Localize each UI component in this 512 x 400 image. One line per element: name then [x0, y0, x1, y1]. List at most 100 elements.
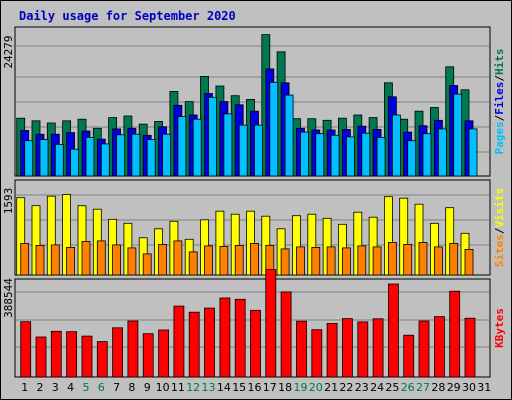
bar-kbytes-day-22: [341, 318, 353, 378]
bar-kbytes-day-21: [326, 322, 338, 378]
x-tick-label-27: 27: [416, 381, 430, 394]
x-tick-label-4: 4: [67, 381, 74, 394]
x-tick-label-22: 22: [339, 381, 353, 394]
bar-pages-day-13: [208, 96, 217, 177]
bar-pages-day-2: [39, 139, 49, 177]
bar-kbytes-day-15: [234, 298, 246, 378]
bar-pages-day-24: [376, 136, 386, 177]
bar-kbytes-day-26: [403, 334, 415, 378]
x-tick-label-7: 7: [113, 381, 120, 394]
bar-pages-day-5: [85, 136, 95, 177]
bar-kbytes-day-2: [35, 336, 47, 378]
bar-pages-day-14: [223, 113, 233, 177]
bar-sites-day-24: [372, 246, 382, 276]
chart-title: Daily usage for September 2020: [19, 9, 236, 23]
x-tick-label-26: 26: [401, 381, 415, 394]
bar-pages-day-15: [238, 124, 248, 177]
bar-kbytes-day-29: [449, 290, 461, 378]
panel-2-legend: Sites/Visits: [493, 188, 506, 268]
bar-pages-day-16: [254, 124, 263, 177]
bar-sites-day-1: [20, 242, 30, 276]
x-tick-label-17: 17: [263, 381, 277, 394]
x-tick-label-1: 1: [21, 381, 28, 394]
bar-pages-day-4: [70, 148, 79, 177]
bar-sites-day-7: [112, 244, 121, 276]
x-tick-label-30: 30: [462, 381, 476, 394]
bar-pages-day-25: [391, 114, 401, 177]
legend-entry-1-2: /: [493, 114, 506, 121]
x-tick-label-2: 2: [37, 381, 44, 394]
bar-pages-day-27: [422, 133, 432, 177]
x-tick-label-11: 11: [171, 381, 185, 394]
bar-pages-day-26: [407, 140, 417, 177]
x-tick-label-8: 8: [128, 381, 135, 394]
legend-entry-1-1: Pages: [493, 121, 506, 154]
legend-entry-1-3: Files: [493, 82, 506, 115]
bar-kbytes-day-16: [250, 309, 261, 378]
bar-kbytes-day-4: [66, 331, 77, 378]
legend-entry-2-1: Sites: [493, 234, 506, 267]
x-tick-label-13: 13: [202, 381, 216, 394]
bar-pages-day-8: [131, 133, 141, 177]
panel-3-legend: KBytes: [493, 308, 506, 348]
legend-entry-2-2: /: [493, 227, 506, 234]
x-tick-label-25: 25: [385, 381, 399, 394]
bar-pages-day-21: [330, 134, 340, 177]
bar-pages-day-19: [300, 131, 309, 177]
bar-sites-day-30: [464, 248, 474, 276]
bar-sites-day-12: [188, 251, 198, 276]
bar-kbytes-day-1: [20, 321, 32, 378]
bar-kbytes-day-18: [280, 291, 292, 378]
bar-kbytes-day-3: [50, 330, 62, 378]
bar-kbytes-day-27: [418, 320, 430, 378]
bar-kbytes-day-25: [387, 283, 399, 378]
x-tick-label-24: 24: [370, 381, 384, 394]
x-tick-label-16: 16: [248, 381, 262, 394]
bar-kbytes-day-9: [142, 333, 154, 378]
x-tick-label-12: 12: [186, 381, 200, 394]
legend-entry-3-1: KBytes: [493, 308, 506, 348]
bar-pages-day-1: [24, 140, 34, 177]
legend-entry-1-4: /: [493, 75, 506, 82]
bar-kbytes-day-6: [96, 341, 108, 378]
bar-kbytes-day-14: [219, 297, 231, 378]
x-tick-label-31: 31: [477, 381, 491, 394]
bar-sites-day-28: [433, 246, 443, 276]
bar-sites-day-4: [66, 246, 75, 276]
bar-sites-day-21: [326, 246, 336, 276]
bar-kbytes-day-28: [433, 316, 445, 378]
x-tick-label-5: 5: [83, 381, 90, 394]
bar-kbytes-day-19: [296, 320, 307, 378]
bar-kbytes-day-5: [81, 335, 93, 378]
x-tick-label-3: 3: [52, 381, 59, 394]
x-tick-label-10: 10: [156, 381, 170, 394]
bar-pages-day-29: [453, 93, 463, 177]
bar-pages-day-10: [162, 133, 172, 177]
bar-sites-day-14: [219, 245, 229, 276]
legend-entry-1-5: Hits: [493, 49, 506, 76]
bar-kbytes-day-24: [372, 318, 384, 378]
bar-pages-day-23: [361, 132, 371, 177]
bar-sites-day-9: [142, 253, 152, 276]
x-tick-label-18: 18: [278, 381, 292, 394]
bar-kbytes-day-30: [464, 317, 476, 378]
bar-sites-day-25: [387, 241, 397, 276]
x-tick-label-6: 6: [98, 381, 105, 394]
bar-pages-day-11: [177, 116, 187, 177]
bar-pages-day-22: [345, 136, 355, 177]
bar-kbytes-day-10: [158, 329, 170, 378]
bar-kbytes-day-17: [265, 269, 277, 378]
bar-sites-day-2: [35, 244, 45, 276]
bar-kbytes-day-20: [311, 329, 323, 378]
bar-pages-day-7: [116, 134, 125, 177]
bar-kbytes-day-11: [173, 305, 185, 378]
bar-pages-day-20: [315, 133, 325, 177]
bar-kbytes-day-8: [127, 320, 139, 378]
panel-2-max-label: 1593: [2, 188, 15, 215]
x-tick-label-20: 20: [309, 381, 323, 394]
bar-sites-day-10: [158, 243, 168, 276]
bar-sites-day-3: [50, 244, 60, 276]
bar-sites-day-27: [418, 241, 428, 276]
x-tick-label-21: 21: [324, 381, 338, 394]
